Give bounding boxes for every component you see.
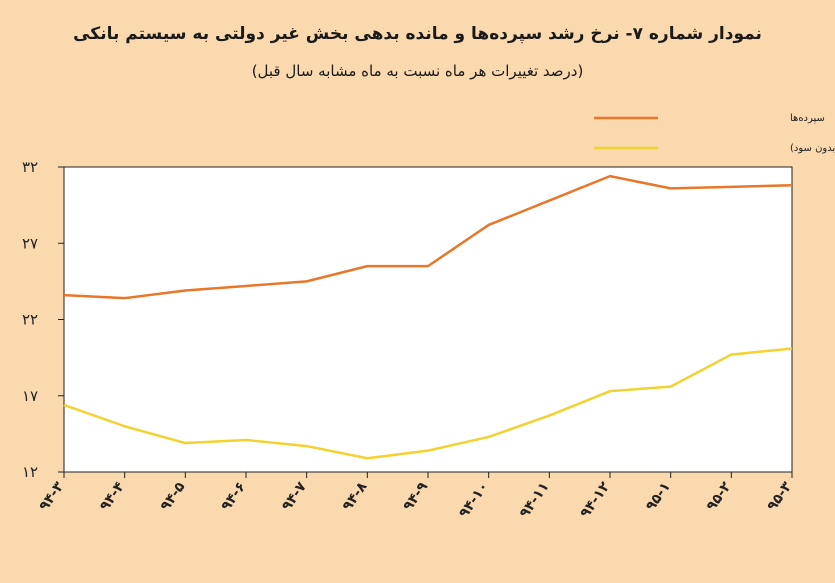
y-tick-label: ۱۷ — [22, 387, 38, 405]
y-tick-label: ۲۷ — [22, 234, 38, 252]
x-tick-label: ۹۵-۲ — [703, 479, 734, 514]
x-tick-label: ۹۴-۵ — [157, 479, 188, 514]
x-tick-label: ۹۴-۴ — [97, 479, 128, 514]
x-tick-label: ۹۴-۱۲ — [577, 479, 613, 521]
chart-subtitle: (درصد تغییرات هر ماه نسبت به ماه مشابه س… — [251, 62, 584, 80]
x-tick-label: ۹۵-۱ — [643, 479, 674, 514]
y-tick-label: ۲۲ — [22, 311, 38, 329]
y-tick-label: ۳۲ — [22, 158, 38, 176]
y-axis: ۳۲ ۲۷ ۲۲ ۱۷ ۱۲ — [22, 158, 64, 481]
y-tick-label: ۱۲ — [22, 463, 38, 481]
x-axis: ۹۴-۳ ۹۴-۴ ۹۴-۵ ۹۴-۶ ۹۴-۷ ۹۴-۸ ۹۴-۹ ۹۴-۱۰ ۹۴-۱۱ ۹۴… — [36, 472, 796, 521]
plot-area — [63, 166, 793, 473]
x-tick-label: ۹۴-۸ — [339, 479, 370, 514]
x-tick-label: ۹۴-۹ — [400, 479, 431, 514]
x-tick-label: ۹۴-۶ — [218, 479, 249, 514]
chart-title: نمودار شماره ۷- نرخ رشد سپرده‌ها و مانده… — [73, 24, 762, 44]
x-tick-label: ۹۴-۳ — [36, 479, 67, 514]
legend: سپرده‌ها بدهی بخش غیر دولتی(بدون سود) — [594, 113, 835, 154]
legend-label: بدهی بخش غیر دولتی(بدون سود) — [790, 143, 835, 154]
x-tick-label: ۹۵-۳ — [764, 479, 795, 514]
series-line-deposits — [63, 174, 793, 300]
series-lines — [63, 174, 793, 460]
series-line-debt — [63, 347, 793, 460]
x-tick-label: ۹۴-۱۰ — [456, 479, 492, 521]
x-tick-label: ۹۴-۷ — [279, 479, 310, 514]
legend-label: سپرده‌ها — [790, 113, 825, 124]
x-tick-label: ۹۴-۱۱ — [517, 479, 553, 521]
